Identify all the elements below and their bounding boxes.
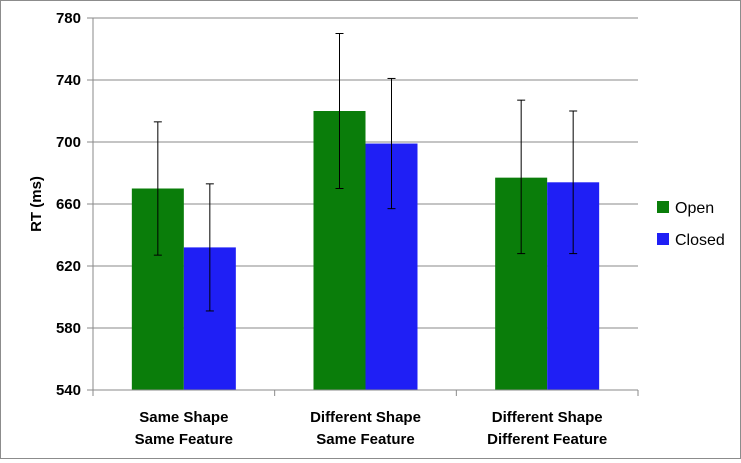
legend-swatch-closed (657, 233, 669, 245)
axes (87, 17, 639, 396)
legend-swatch-open (657, 201, 669, 213)
y-tick-label: 740 (56, 72, 81, 89)
x-category-label-line: Different Feature (487, 431, 607, 448)
y-tick-label: 700 (56, 134, 81, 151)
x-category-label-line: Same Feature (135, 431, 233, 448)
legend: Open Closed (657, 200, 725, 249)
x-category-label-line: Same Feature (316, 431, 414, 448)
y-tick-label: 780 (56, 10, 81, 27)
y-axis-title: RT (ms) (28, 176, 45, 232)
y-tick-label: 660 (56, 196, 81, 213)
legend-label-closed: Closed (675, 232, 725, 249)
y-tick-label: 580 (56, 320, 81, 337)
y-tick-label: 540 (56, 382, 81, 399)
x-category-label: Different Shape Different Feature (487, 409, 607, 448)
x-category-label-line: Different Shape (492, 409, 603, 426)
x-category-label-line: Same Shape (139, 409, 228, 426)
x-category-label: Different Shape Same Feature (310, 409, 421, 448)
x-category-label-line: Different Shape (310, 409, 421, 426)
axis-labels: 540 580 620 660 700 740 780 Same Shape Same Feat… (28, 10, 607, 448)
error-bars (153, 33, 578, 312)
legend-label-open: Open (675, 200, 714, 217)
y-tick-label: 620 (56, 258, 81, 275)
x-category-label: Same Shape Same Feature (135, 409, 233, 448)
bars (131, 111, 600, 390)
